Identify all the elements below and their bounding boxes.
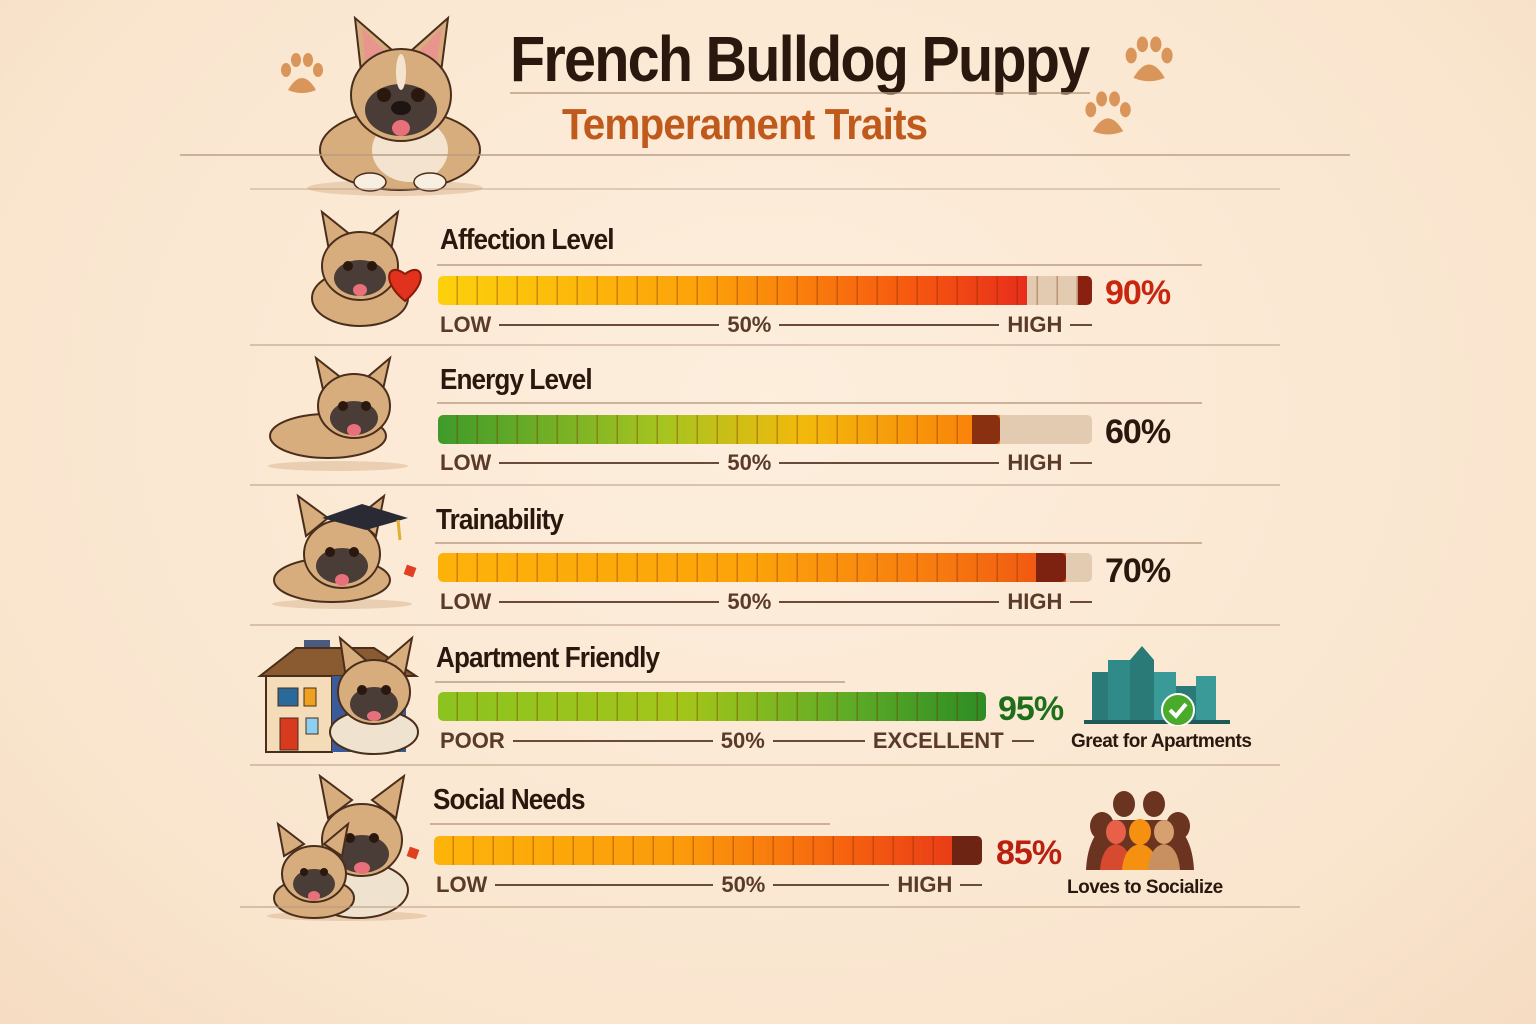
row-divider (435, 542, 1202, 544)
trait-scale: LOW 50% HIGH (440, 589, 1100, 615)
trait-bar (434, 836, 982, 865)
trait-label: Energy Level (440, 364, 593, 396)
trait-percent: 70% (1105, 552, 1171, 590)
paw-print-icon (281, 53, 323, 93)
trait-scale: POOR 50% EXCELLENT (440, 728, 1042, 754)
puppy-with-house-icon (257, 635, 420, 755)
trait-label: Affection Level (440, 224, 614, 256)
paw-print-icon (1125, 36, 1173, 82)
header-puppy-icon (307, 15, 483, 196)
title-divider (510, 92, 1090, 94)
trait-label: Social Needs (433, 784, 586, 816)
trait-percent: 95% (998, 690, 1064, 728)
people-group-icon (1086, 791, 1194, 870)
trait-scale: LOW 50% HIGH (440, 312, 1100, 338)
trait-scale: LOW 50% HIGH (440, 450, 1100, 476)
row-divider (435, 681, 845, 683)
row-divider (437, 402, 1202, 404)
row-divider (250, 624, 1280, 626)
trait-bar (438, 276, 1092, 305)
paw-print-icon (1085, 91, 1131, 135)
puppy-with-heart-icon (311, 209, 422, 327)
header-divider (180, 154, 1350, 156)
running-puppy-icon (268, 355, 408, 471)
row-divider (250, 764, 1280, 766)
page-title: French Bulldog Puppy (510, 23, 1090, 95)
trait-label: Trainability (436, 504, 564, 536)
trait-percent: 85% (996, 834, 1062, 872)
trait-label: Apartment Friendly (436, 642, 660, 674)
row-divider (437, 264, 1202, 266)
trait-scale: LOW 50% HIGH (436, 872, 990, 898)
trait-percent: 90% (1105, 274, 1171, 312)
trait-bar-fill (438, 553, 1066, 582)
trait-bar-fill (438, 692, 986, 721)
row-divider (430, 823, 830, 825)
trait-bar-fill (434, 836, 982, 865)
city-check-icon (1084, 646, 1230, 726)
trait-bar-fill (438, 276, 1027, 305)
header-divider-2 (250, 188, 1280, 190)
trait-bar (438, 415, 1092, 444)
trait-bar-fill (438, 415, 1001, 444)
apartment-badge-text: Great for Apartments (1071, 731, 1252, 752)
trait-bar (438, 553, 1092, 582)
trait-bar (438, 692, 986, 721)
row-divider (240, 906, 1300, 908)
two-puppies-icon (267, 774, 427, 921)
row-divider (250, 344, 1280, 346)
graduate-puppy-icon (272, 493, 417, 609)
row-divider (250, 484, 1280, 486)
trait-percent: 60% (1105, 413, 1171, 451)
page-subtitle: Temperament Traits (562, 100, 928, 149)
social-badge-text: Loves to Socialize (1067, 877, 1223, 898)
